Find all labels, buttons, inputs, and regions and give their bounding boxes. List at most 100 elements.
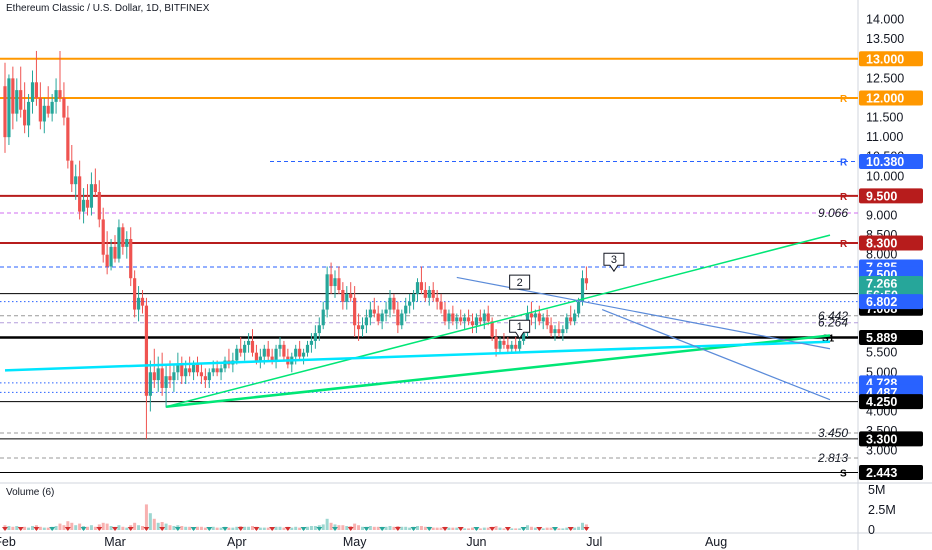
level-note: 2.813 <box>817 451 848 465</box>
candle-body <box>368 309 372 318</box>
volume-signal-marker <box>552 527 558 531</box>
volume-signal-marker <box>567 527 574 531</box>
candle-body <box>364 317 369 326</box>
candle-body <box>50 101 54 114</box>
volume-tick-label: 5M <box>868 483 885 497</box>
candle-body <box>557 329 561 334</box>
wave-label: 3 <box>603 252 625 273</box>
candle-body <box>372 309 376 314</box>
volume-signal-marker <box>96 527 103 531</box>
volume-signal-marker <box>190 527 197 531</box>
volume-bar <box>439 527 443 530</box>
candle-body <box>38 97 42 122</box>
candle-body <box>482 313 486 322</box>
volume-bar <box>23 526 27 530</box>
candle-body <box>34 82 39 98</box>
candle-body <box>184 368 188 377</box>
price-tag-bg <box>859 153 923 169</box>
price-tag-label: 7.266 <box>866 277 897 291</box>
volume-bar <box>86 526 89 530</box>
candle-body <box>349 293 353 298</box>
candle-body <box>580 278 585 302</box>
candle-body <box>239 348 243 353</box>
level-marker: R <box>840 157 848 168</box>
volume-bar <box>247 526 251 530</box>
candle-body <box>74 176 78 185</box>
volume-bar <box>203 527 207 530</box>
candle-body <box>254 352 259 361</box>
candle-body <box>176 364 180 373</box>
volume-bar <box>219 527 223 530</box>
volume-bar <box>199 526 203 530</box>
volume-bar <box>251 526 254 530</box>
candle-body <box>486 313 490 322</box>
candle-body <box>117 227 121 259</box>
candle-body <box>573 313 577 322</box>
level-note: 9.066 <box>818 206 848 220</box>
price-tick-label: 10.000 <box>866 169 904 183</box>
price-tag: 13.000 <box>859 51 923 67</box>
candle-body <box>246 340 251 345</box>
time-tick-label: Apr <box>227 535 246 549</box>
candle-body <box>439 301 443 310</box>
price-tag: 12.000 <box>859 90 923 106</box>
volume-signal-marker <box>489 527 496 531</box>
volume-bar <box>27 527 31 530</box>
volume-bar <box>309 526 313 530</box>
volume-signal-marker <box>49 527 56 531</box>
volume-bar <box>211 526 215 530</box>
volume-signal-marker <box>127 527 134 531</box>
volume-signal-marker <box>473 527 480 531</box>
volume-signal-marker <box>237 527 244 531</box>
volume-bar <box>541 528 545 530</box>
price-tick-label: 3.000 <box>866 444 897 458</box>
volume-bar <box>577 526 581 530</box>
volume-bar <box>144 504 148 530</box>
candle-body <box>11 78 15 114</box>
volume-bar <box>549 527 553 530</box>
volume-bar <box>529 526 533 530</box>
candle-body <box>19 90 23 110</box>
candle-body <box>46 105 50 114</box>
candle-body <box>136 297 141 310</box>
candle-body <box>431 289 435 298</box>
wave-label: 1 <box>509 319 531 340</box>
candle-body <box>250 340 255 353</box>
volume-bar <box>117 525 121 530</box>
volume-bar <box>15 526 19 530</box>
price-tag: 10.380 <box>859 153 923 169</box>
volume-bar <box>514 528 518 530</box>
candle-body <box>129 239 133 279</box>
candle-body <box>235 348 239 361</box>
volume-bar <box>482 527 486 530</box>
volume-bar <box>423 526 427 530</box>
price-tag: 9.500 <box>859 188 923 204</box>
candle-body <box>478 317 482 322</box>
price-tag-label: 5.889 <box>866 331 897 345</box>
price-tick-label: 5.500 <box>866 346 897 360</box>
volume-bar <box>274 526 278 530</box>
price-tag: 4.250 <box>859 394 923 410</box>
candle-body <box>392 297 396 310</box>
candle-body <box>121 227 125 247</box>
candle-body <box>396 309 400 326</box>
candle-body <box>569 317 573 322</box>
candle-body <box>109 246 113 267</box>
price-tag-label: 2.443 <box>866 466 897 480</box>
volume-signal-marker <box>394 527 401 531</box>
volume-bar <box>368 526 372 530</box>
candle-body <box>156 368 160 381</box>
wave-label-text: 1 <box>517 321 523 333</box>
volume-bar <box>101 522 105 530</box>
price-tag-label: 3.300 <box>866 432 897 446</box>
candle-body <box>561 329 565 334</box>
candle-body <box>345 293 349 302</box>
candle-body <box>443 309 447 322</box>
candle-body <box>81 199 86 212</box>
candle-body <box>494 337 498 349</box>
candle-body <box>498 340 502 349</box>
candle-body <box>317 325 321 334</box>
candle-body <box>514 344 518 349</box>
candle-body <box>223 360 227 369</box>
